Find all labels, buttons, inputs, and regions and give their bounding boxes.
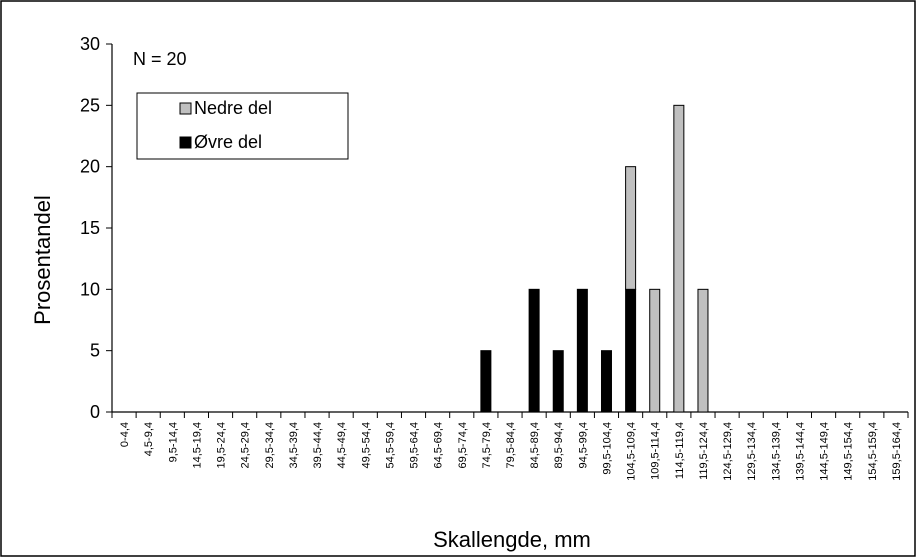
y-tick-labels: 0 5 10 15 20 25 30 bbox=[80, 34, 100, 422]
x-tick-label: 124,5-129,4 bbox=[722, 422, 734, 481]
y-tick-label: 10 bbox=[80, 279, 100, 299]
x-axis-title: Skallengde, mm bbox=[433, 527, 591, 552]
y-axis-title: Prosentandel bbox=[30, 195, 55, 325]
legend-swatch-ovre bbox=[179, 136, 192, 149]
y-tick-label: 30 bbox=[80, 34, 100, 54]
axes bbox=[106, 43, 909, 418]
legend-swatch-nedre bbox=[179, 102, 192, 115]
x-tick-label: 134,5-139,4 bbox=[770, 422, 782, 481]
x-tick-label: 29,5-34,4 bbox=[264, 422, 276, 468]
legend-box bbox=[136, 92, 349, 160]
y-tick-label: 0 bbox=[90, 402, 100, 422]
bar-ovre-del bbox=[600, 350, 612, 413]
x-tick-label: 9,5-14,4 bbox=[167, 422, 179, 462]
x-tick-label: 149,5-154,4 bbox=[843, 422, 855, 481]
y-tick-label: 15 bbox=[80, 218, 100, 238]
x-tick-label: 14,5-19,4 bbox=[191, 422, 203, 468]
bar-nedre-del bbox=[649, 288, 661, 413]
bar-ovre-del bbox=[625, 288, 637, 413]
bars bbox=[480, 104, 709, 413]
x-tick-label: 69,5-74,4 bbox=[457, 422, 469, 468]
bar-ovre-del bbox=[480, 350, 492, 413]
x-tick-label: 144,5-149,4 bbox=[819, 422, 831, 481]
x-tick-label: 54,5-59,4 bbox=[384, 422, 396, 468]
x-tick-label: 159,5-164,4 bbox=[891, 422, 903, 481]
x-tick-label: 154,5-159,4 bbox=[867, 422, 879, 481]
x-tick-label: 24,5-29,4 bbox=[240, 422, 252, 468]
y-tick-label: 25 bbox=[80, 95, 100, 115]
x-tick-label: 34,5-39,4 bbox=[288, 422, 300, 468]
bar-nedre-del bbox=[673, 104, 685, 413]
n-annotation: N = 20 bbox=[133, 49, 187, 69]
x-tick-label: 0-4,4 bbox=[119, 422, 131, 447]
x-tick-label: 104,5-109,4 bbox=[626, 422, 638, 481]
legend: Nedre del Øvre del bbox=[136, 92, 349, 160]
bar-nedre-del bbox=[625, 166, 637, 290]
bar-ovre-del bbox=[576, 288, 588, 413]
x-tick-label: 89,5-94,4 bbox=[553, 422, 565, 468]
y-tick-label: 20 bbox=[80, 157, 100, 177]
x-tick-label: 19,5-24,4 bbox=[216, 422, 228, 468]
x-tick-label: 139,5-144,4 bbox=[794, 422, 806, 481]
x-tick-label: 44,5-49,4 bbox=[336, 422, 348, 468]
x-tick-label: 94,5-99,4 bbox=[577, 422, 589, 468]
x-tick-label: 49,5-54,4 bbox=[360, 422, 372, 468]
x-tick-label: 129,5-134,4 bbox=[746, 422, 758, 481]
x-tick-label: 109,5-114,4 bbox=[650, 422, 662, 480]
x-tick-label: 99,5-104,4 bbox=[601, 422, 613, 475]
x-tick-label: 74,5-79,4 bbox=[481, 422, 493, 468]
x-tick-label: 84,5-89,4 bbox=[529, 422, 541, 468]
bar-ovre-del bbox=[528, 288, 540, 413]
x-tick-label: 39,5-44,4 bbox=[312, 422, 324, 468]
x-tick-label: 64,5-69,4 bbox=[433, 422, 445, 468]
x-tick-label: 119,5-124,4 bbox=[698, 422, 710, 480]
x-tick-label: 4,5-9,4 bbox=[143, 422, 155, 456]
bar-nedre-del bbox=[697, 288, 709, 413]
bar-ovre-del bbox=[552, 350, 564, 413]
x-tick-labels: 0-4,4 4,5-9,4 9,5-14,4 14,5-19,4 19,5-24,4 24… bbox=[119, 422, 903, 481]
legend-label-nedre: Nedre del bbox=[194, 98, 272, 118]
y-tick-label: 5 bbox=[90, 341, 100, 361]
legend-label-ovre: Øvre del bbox=[194, 132, 262, 152]
x-tick-label: 114,5-119,4 bbox=[674, 422, 686, 479]
x-tick-label: 59,5-64,4 bbox=[409, 422, 421, 468]
x-tick-label: 79,5-84,4 bbox=[505, 422, 517, 468]
